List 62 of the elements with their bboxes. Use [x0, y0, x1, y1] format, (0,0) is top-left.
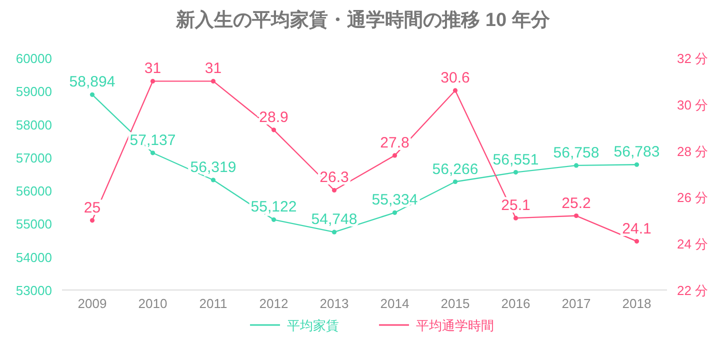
x-tick-label: 2018	[622, 296, 652, 311]
point	[150, 150, 156, 156]
y-tick-label: 54000	[16, 250, 52, 265]
y-tick-label: 59000	[16, 84, 52, 100]
data-label: 26.3	[320, 169, 349, 186]
point	[634, 162, 640, 167]
data-label: 55,334	[372, 192, 418, 209]
x-tick-label: 2013	[320, 296, 349, 311]
data-label: 56,551	[492, 151, 539, 168]
y-tick-label: 58000	[16, 117, 52, 132]
data-label: 56,758	[553, 144, 600, 162]
point	[392, 153, 398, 158]
y2-tick-label: 30 分	[677, 97, 708, 112]
point	[271, 217, 276, 222]
x-tick-label: 2011	[199, 296, 228, 311]
legend-label: 平均通学時間	[416, 318, 494, 333]
y2-tick-label: 32 分	[677, 51, 708, 66]
point	[513, 170, 518, 175]
point	[574, 163, 579, 168]
point	[150, 78, 156, 84]
chart-title: 新入生の平均家賃・通学時間の推移 10 年分	[175, 9, 551, 31]
x-tick-label: 2017	[562, 296, 591, 311]
point	[634, 238, 640, 244]
y-tick-label: 56000	[16, 184, 52, 199]
point	[271, 128, 276, 132]
y2-tick-label: 26 分	[677, 190, 708, 206]
data-label: 28.9	[259, 108, 288, 126]
y-tick-label: 57000	[16, 150, 52, 166]
point	[574, 213, 579, 218]
data-label: 30.6	[440, 69, 470, 86]
point	[210, 178, 216, 182]
data-label: 56,319	[190, 159, 236, 176]
legend-label: 平均家賃	[287, 318, 339, 333]
x-tick-label: 2015	[440, 296, 470, 311]
data-label: 31	[204, 60, 222, 78]
x-tick-label: 2012	[259, 296, 288, 311]
point	[210, 78, 216, 84]
x-tick-label: 2014	[380, 296, 410, 311]
point	[513, 216, 518, 220]
data-label: 54,748	[311, 211, 358, 228]
y-tick-label: 60000	[16, 51, 52, 66]
data-label: 31	[144, 60, 162, 78]
point	[452, 88, 458, 93]
data-label: 56,266	[432, 160, 478, 178]
y2-tick-label: 24 分	[677, 236, 708, 252]
y-tick-label: 53000	[16, 283, 52, 298]
y2-tick-label: 28 分	[677, 144, 708, 159]
data-label: 25.2	[562, 194, 591, 212]
data-label: 58,894	[69, 74, 116, 91]
x-tick-label: 2009	[78, 296, 107, 311]
x-tick-label: 2010	[138, 296, 168, 311]
point	[452, 179, 458, 184]
x-tick-label: 2016	[501, 296, 530, 311]
y2-tick-label: 22 分	[677, 283, 708, 298]
point	[90, 218, 95, 223]
point	[332, 188, 337, 193]
data-label: 56,783	[614, 144, 660, 161]
data-label: 24.1	[622, 220, 652, 238]
point	[332, 230, 337, 234]
point	[392, 210, 398, 215]
y-tick-label: 55000	[16, 216, 52, 232]
point	[90, 92, 95, 97]
